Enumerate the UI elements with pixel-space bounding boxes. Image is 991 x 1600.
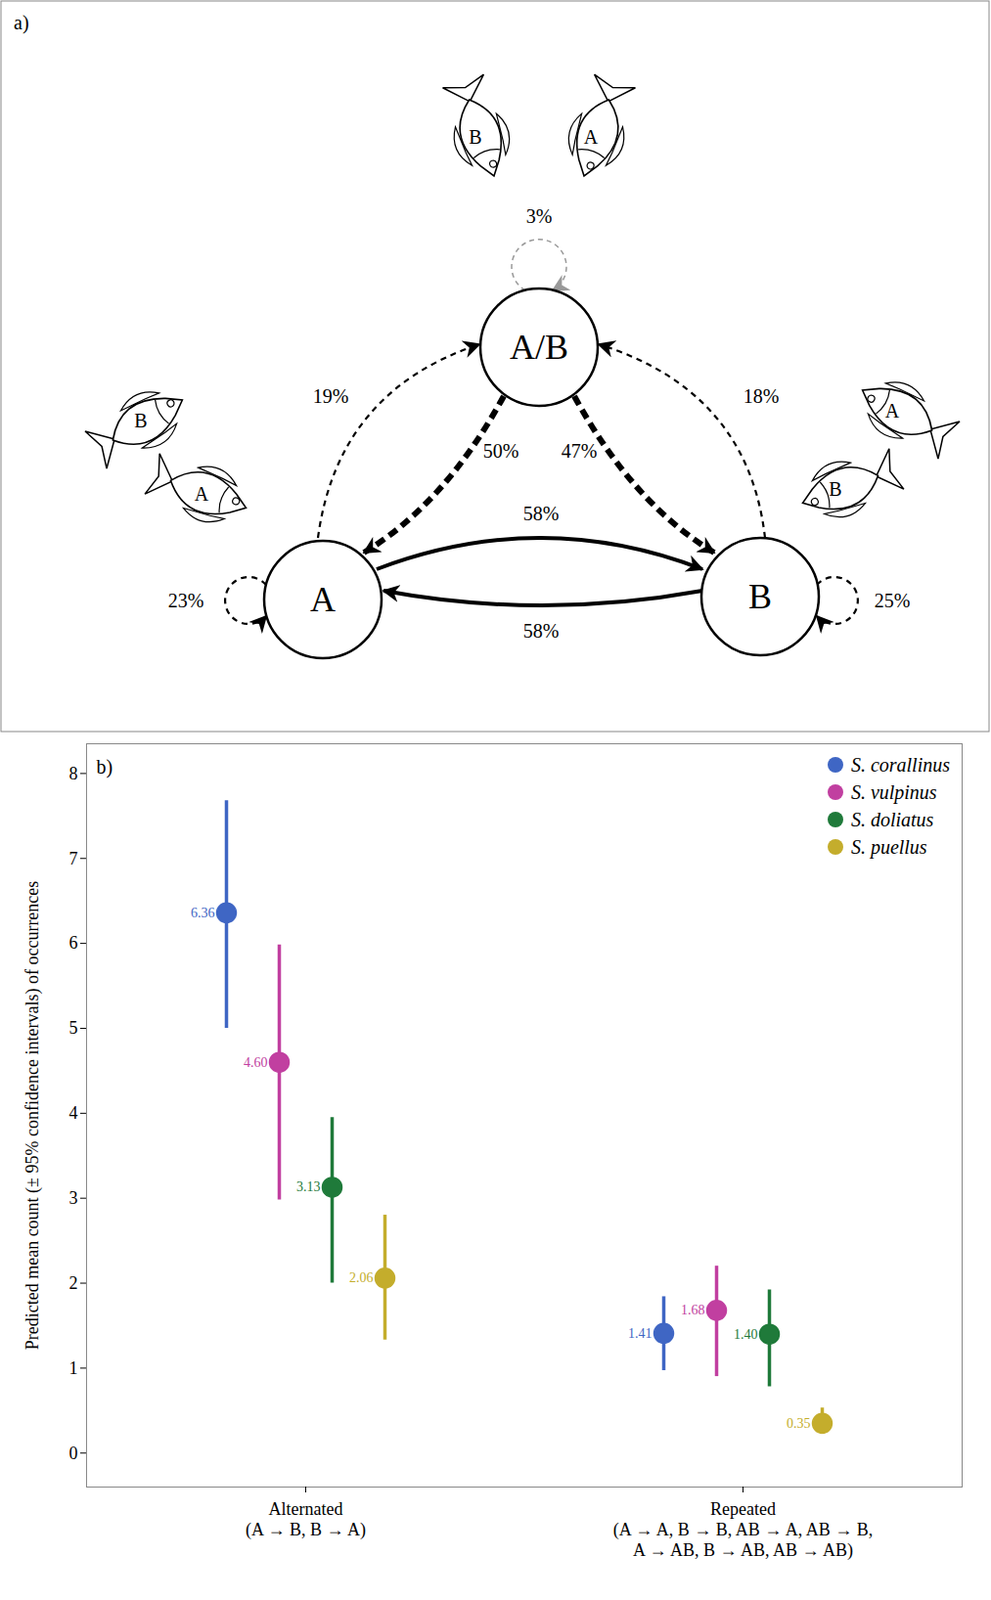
svg-text:4: 4: [69, 1103, 79, 1124]
svg-text:Repeated(A → A, B → B, AB → A,: Repeated(A → A, B → B, AB → A, AB → B,A …: [613, 1499, 874, 1561]
html-text:S. corallinus: S. corallinus: [851, 753, 950, 776]
svg-text:3.13: 3.13: [296, 1179, 321, 1195]
html-text:S. puellus: S. puellus: [851, 835, 928, 858]
svg-text:Predicted mean count (± 95% co: Predicted mean count (± 95% confidence i…: [22, 881, 44, 1352]
svg-text:A: A: [310, 580, 336, 620]
svg-text:2: 2: [69, 1273, 79, 1294]
svg-text:Alternated(A → B, B → A): Alternated(A → B, B → A): [245, 1499, 366, 1541]
svg-text:A/B: A/B: [509, 327, 569, 367]
svg-text:5: 5: [69, 1018, 79, 1038]
svg-text:7: 7: [69, 849, 79, 869]
svg-text:3: 3: [69, 1188, 79, 1209]
svg-text:1.41: 1.41: [628, 1326, 653, 1342]
svg-text:B: B: [468, 126, 482, 148]
svg-text:B: B: [134, 409, 147, 432]
svg-text:6: 6: [69, 933, 79, 953]
svg-text:a): a): [13, 11, 30, 35]
html-text:S. doliatus: S. doliatus: [851, 808, 934, 831]
svg-text:1: 1: [69, 1358, 79, 1379]
svg-text:A: A: [885, 400, 901, 422]
svg-text:50%: 50%: [483, 440, 520, 462]
svg-text:18%: 18%: [743, 385, 780, 407]
svg-text:23%: 23%: [168, 589, 205, 612]
svg-text:4.60: 4.60: [243, 1055, 269, 1071]
svg-text:3%: 3%: [526, 205, 553, 227]
svg-text:0: 0: [69, 1443, 79, 1464]
svg-text:1.68: 1.68: [680, 1303, 706, 1318]
svg-text:25%: 25%: [874, 589, 911, 612]
svg-text:58%: 58%: [523, 502, 560, 525]
svg-text:6.36: 6.36: [190, 905, 216, 921]
svg-text:b): b): [96, 756, 114, 779]
svg-text:2.06: 2.06: [349, 1270, 374, 1286]
svg-text:47%: 47%: [561, 440, 598, 462]
svg-text:19%: 19%: [313, 385, 350, 407]
svg-text:1.40: 1.40: [733, 1327, 759, 1343]
svg-text:0.35: 0.35: [786, 1416, 811, 1432]
svg-text:8: 8: [69, 764, 79, 784]
html-text:S. vulpinus: S. vulpinus: [851, 781, 937, 803]
svg-text:58%: 58%: [523, 620, 560, 642]
svg-text:B: B: [828, 478, 842, 500]
svg-text:A: A: [194, 483, 210, 505]
svg-text:B: B: [748, 577, 772, 617]
svg-text:A: A: [584, 126, 599, 148]
